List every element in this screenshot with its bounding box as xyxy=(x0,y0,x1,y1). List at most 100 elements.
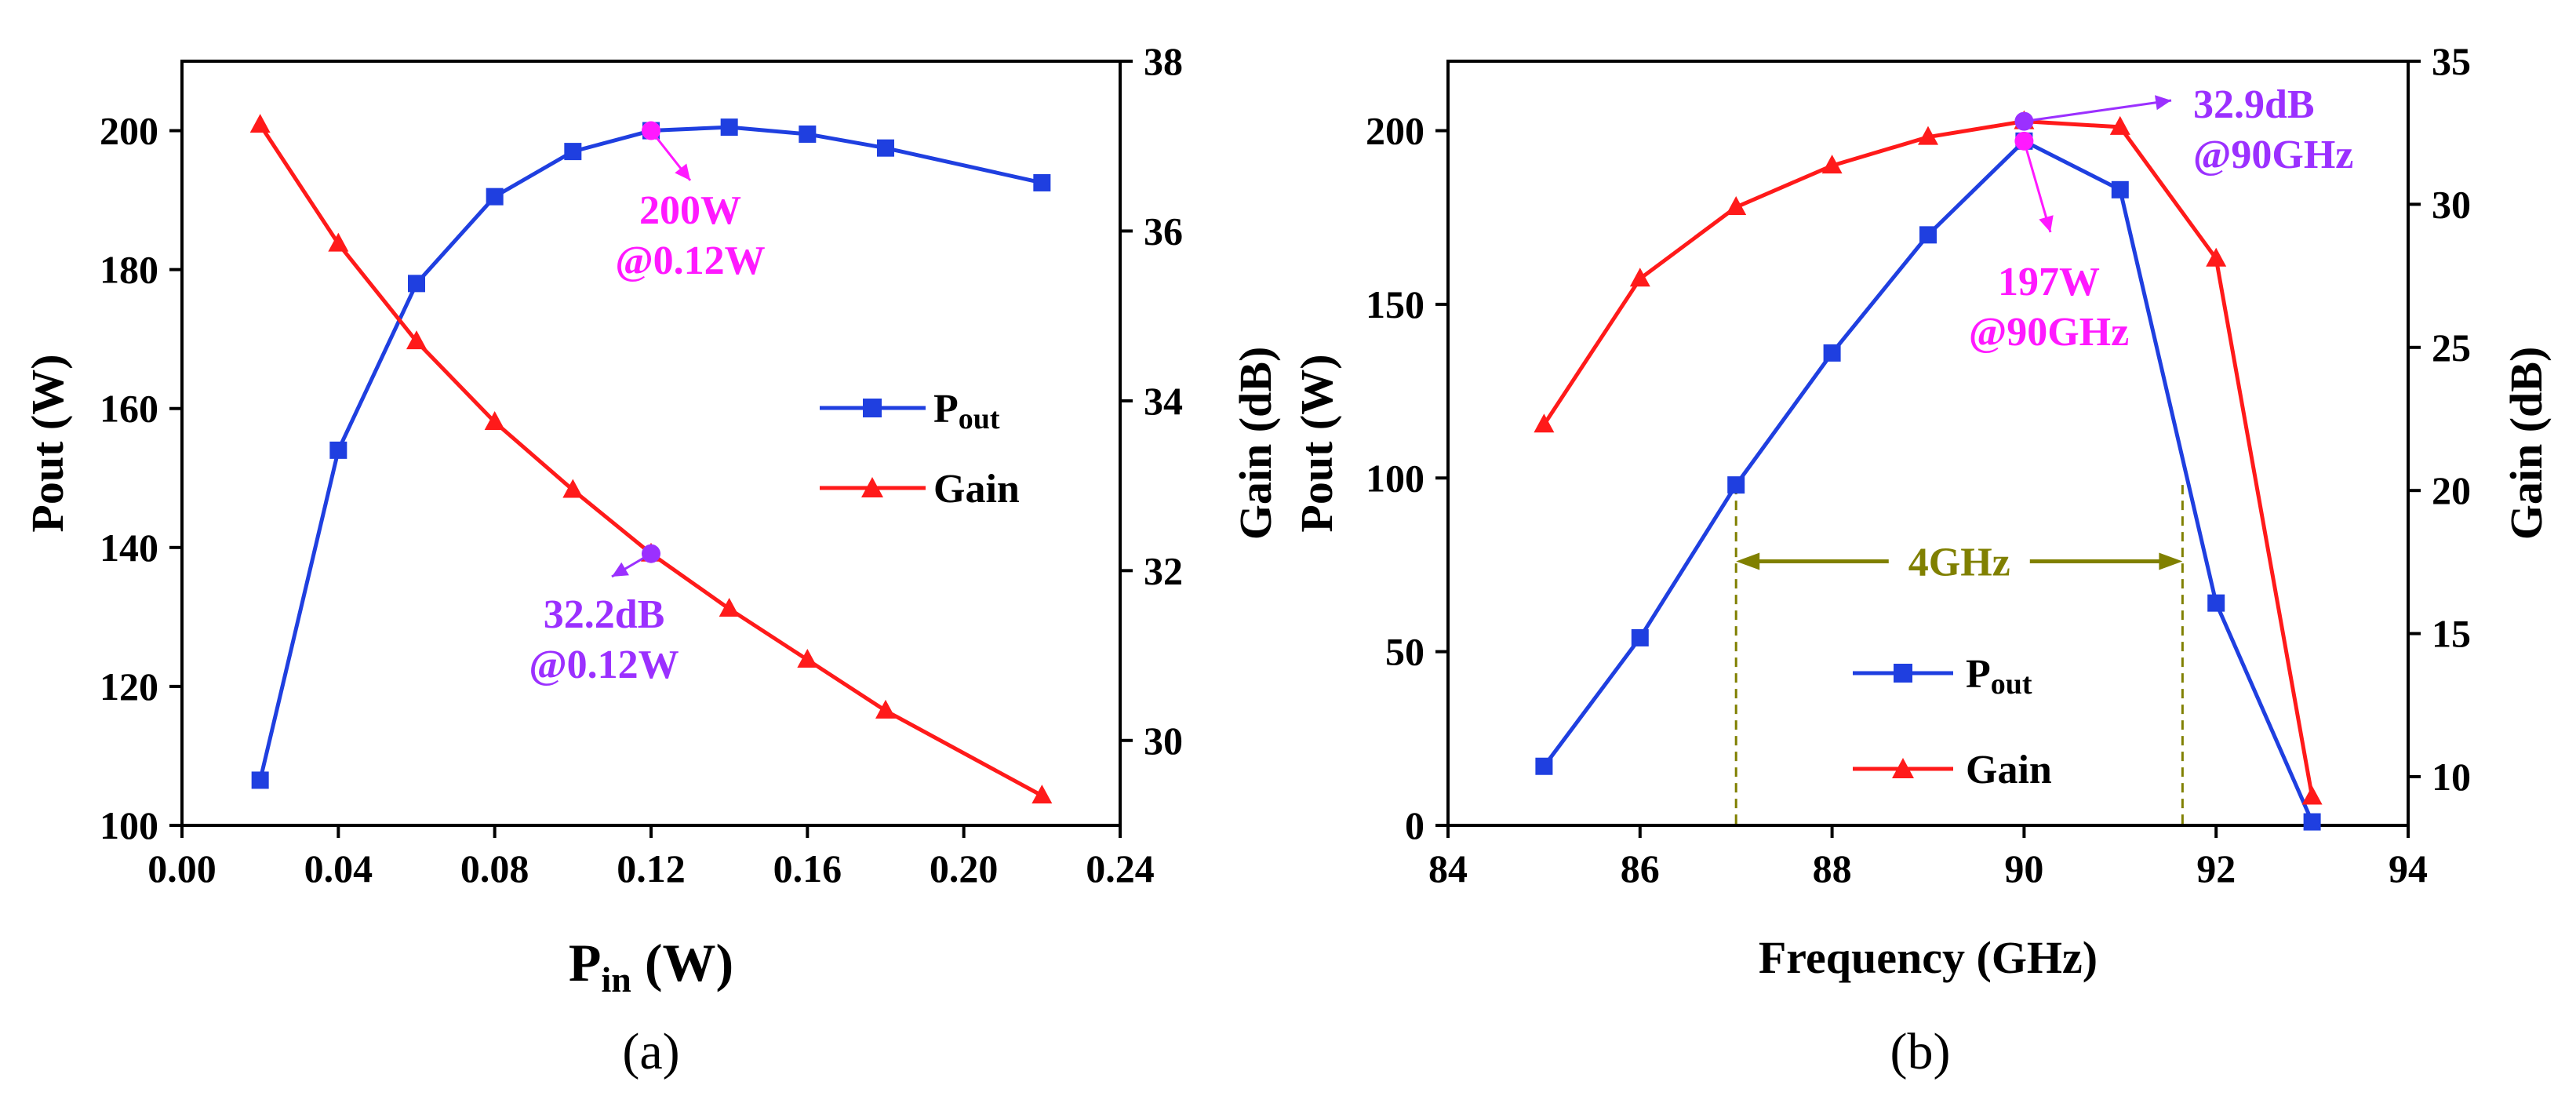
legend-label-gain-b: Gain xyxy=(1966,748,2052,792)
series-line-gain-a xyxy=(258,123,1043,798)
y-left-tick-label-b: 150 xyxy=(1366,282,1424,326)
data-point-pout-a xyxy=(720,118,738,137)
annotation-line2-a-1: @0.12W xyxy=(529,643,679,687)
x-axis-title-b: Frequency (GHz) xyxy=(1759,932,2098,983)
y-left-tick-label-b: 50 xyxy=(1385,630,1424,674)
data-point-pout-a xyxy=(564,143,582,161)
data-point-pout-a xyxy=(251,771,269,789)
series-group-a xyxy=(249,114,1053,804)
data-point-gain-a xyxy=(562,479,584,498)
data-point-gain-a xyxy=(719,598,740,617)
legend-label-pout-b: Pout xyxy=(1966,652,2032,701)
data-point-gain-a xyxy=(249,114,271,133)
y-right-tick-label-b: 15 xyxy=(2432,612,2471,656)
y-right-tick-label-b: 20 xyxy=(2432,468,2471,512)
y-right-tick-label-a: 34 xyxy=(1144,379,1183,423)
y-right-tick-label-a: 36 xyxy=(1144,209,1183,253)
data-point-gain-a xyxy=(406,330,427,350)
data-point-pout-b xyxy=(2111,180,2129,198)
y-right-tick-label-b: 25 xyxy=(2432,326,2471,370)
legend-b: Pout Gain xyxy=(1853,652,2052,792)
x-axis-title-a: Pin (W) xyxy=(569,933,733,1000)
legend-marker-pout-a xyxy=(863,399,882,417)
caption-a: (a) xyxy=(622,1023,679,1080)
x-axis-title-unit-a: (W) xyxy=(631,933,733,992)
x-tick-label-b: 86 xyxy=(1621,847,1660,890)
data-point-pout-b xyxy=(1631,628,1649,646)
data-point-gain-b xyxy=(1629,268,1650,287)
x-tick-label-b: 92 xyxy=(2196,847,2236,890)
caption-b: (b) xyxy=(1890,1023,1951,1080)
y-left-tick-label-a: 160 xyxy=(100,387,158,431)
x-tick-label-a: 0.16 xyxy=(773,847,842,890)
tick-group-a: 0.00 0.04 0.08 0.12 0.16 0.20 0.24 100 120 140 160… xyxy=(100,39,1183,890)
annotation-arrow-b-0 xyxy=(2022,140,2052,233)
panel-a: 0.00 0.04 0.08 0.12 0.16 0.20 0.24 100 120 140 160… xyxy=(22,39,1281,1080)
y-left-tick-label-a: 100 xyxy=(100,803,158,847)
x-tick-label-b: 88 xyxy=(1813,847,1852,890)
bandwidth-group-b: 4GHz xyxy=(1734,485,2184,825)
annotation-line1-a-1: 32.2dB xyxy=(544,592,665,637)
legend-a: Pout Gain xyxy=(820,387,1020,512)
data-point-pout-b xyxy=(1535,757,1553,775)
y-right-tick-label-a: 38 xyxy=(1144,39,1183,83)
annotation-line2-a-0: @0.12W xyxy=(615,239,765,283)
legend-marker-gain-a xyxy=(861,477,883,497)
annotation-line1-a-0: 200W xyxy=(639,188,741,233)
legend-marker-pout-b xyxy=(1894,664,1912,683)
annotation-arrowhead-a-1 xyxy=(612,562,629,577)
legend-label-pout-a-sub: out xyxy=(959,402,1000,435)
x-tick-label-a: 0.24 xyxy=(1086,847,1155,890)
data-point-gain-b xyxy=(2109,115,2130,135)
data-point-gain-b xyxy=(1534,413,1555,433)
y-axis-title-left-b: Pout (W) xyxy=(1291,354,1342,532)
y-left-tick-label-b: 0 xyxy=(1405,803,1424,847)
x-tick-label-b: 90 xyxy=(2004,847,2043,890)
data-point-gain-b xyxy=(1821,155,1843,174)
data-point-gain-a xyxy=(1031,785,1053,804)
data-point-pout-b xyxy=(2207,594,2225,612)
data-point-gain-a xyxy=(797,648,818,668)
y-left-tick-label-a: 140 xyxy=(100,526,158,570)
data-point-gain-b xyxy=(2301,785,2323,805)
annotation-line1-b-1: 32.9dB xyxy=(2193,82,2315,127)
data-point-pout-a xyxy=(1033,173,1051,191)
data-point-gain-a xyxy=(875,699,896,719)
y-left-tick-label-b: 100 xyxy=(1366,456,1424,500)
y-left-tick-label-b: 200 xyxy=(1366,109,1424,153)
bandwidth-arrowhead-right xyxy=(2159,552,2183,570)
data-point-pout-a xyxy=(486,188,504,206)
annotation-group-b: 197W @90GHz 32.9dB @90GHz xyxy=(1969,82,2354,355)
series-line-gain-b xyxy=(1542,119,2315,797)
series-line-pout-a xyxy=(258,125,1042,781)
data-point-pout-b xyxy=(1823,344,1841,362)
data-point-pout-a xyxy=(408,275,425,293)
tick-group-b: 84 86 88 90 92 94 0 50 100 150 200 10 15 20 25 30 35 xyxy=(1366,39,2471,890)
y-right-tick-label-b: 35 xyxy=(2432,39,2471,83)
bandwidth-arrowhead-left xyxy=(1736,552,1760,570)
data-point-pout-b xyxy=(1919,226,1937,244)
annotation-arrowhead-a-0 xyxy=(675,163,690,180)
data-point-pout-a xyxy=(799,125,817,143)
legend-label-pout-a-main: P xyxy=(933,387,959,432)
x-tick-label-a: 0.08 xyxy=(460,847,529,890)
legend-label-pout-a: Pout xyxy=(933,387,1000,435)
annotation-line2-b-1: @90GHz xyxy=(2193,133,2353,177)
y-left-tick-label-a: 120 xyxy=(100,665,158,708)
x-axis-title-sub-a: in xyxy=(601,960,631,1000)
x-tick-label-a: 0.20 xyxy=(930,847,999,890)
plot-frame-b xyxy=(1446,60,2410,827)
x-tick-label-a: 0.04 xyxy=(304,847,373,890)
y-right-tick-label-b: 10 xyxy=(2432,755,2471,799)
panel-b: 84 86 88 90 92 94 0 50 100 150 200 10 15 20 25 30 35 4GH… xyxy=(1291,39,2552,1080)
annotation-arrow-b-1 xyxy=(2024,99,2172,123)
legend-label-gain-a: Gain xyxy=(933,467,1020,512)
y-axis-title-left-a: Pout (W) xyxy=(22,354,73,532)
y-right-tick-label-a: 32 xyxy=(1144,548,1183,592)
data-point-gain-b xyxy=(1726,196,1747,216)
legend-label-pout-b-sub: out xyxy=(1991,668,2032,701)
data-point-pout-a xyxy=(877,139,894,157)
x-tick-label-b: 84 xyxy=(1428,847,1468,890)
data-point-pout-b xyxy=(1727,476,1745,494)
